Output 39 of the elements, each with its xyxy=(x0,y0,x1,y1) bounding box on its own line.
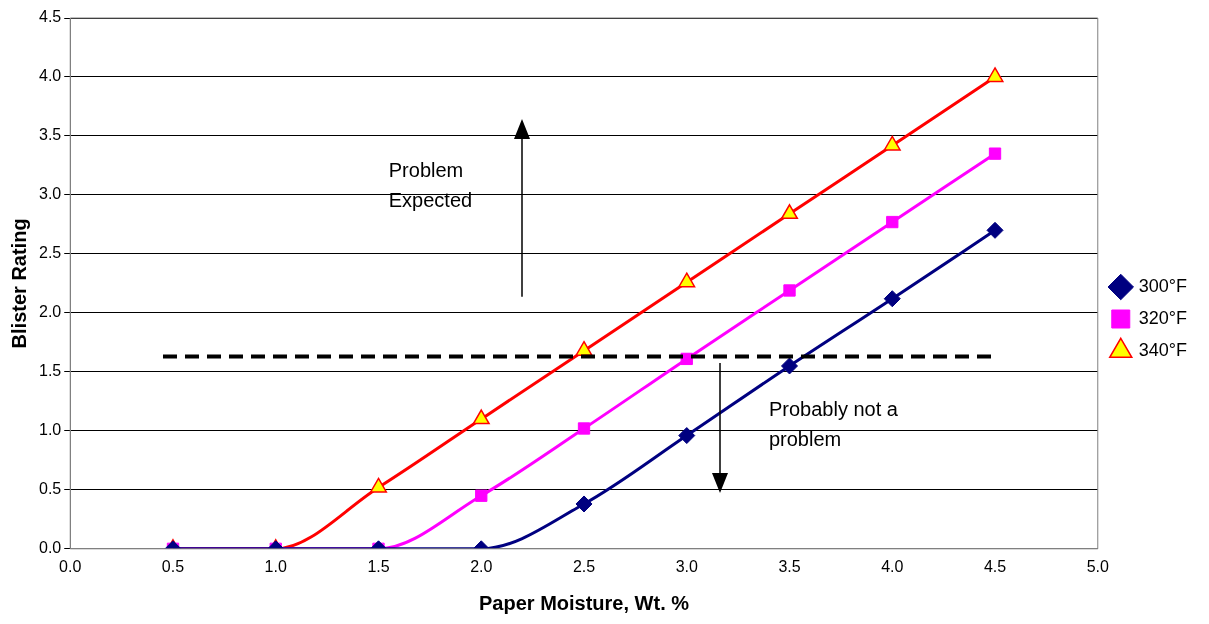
point xyxy=(781,357,799,375)
legend-label: 300°F xyxy=(1138,275,1188,296)
y-tick-label: 2.0 xyxy=(38,303,62,321)
point xyxy=(783,284,796,297)
x-tick-label: 4.5 xyxy=(983,557,1007,575)
legend-label: 340°F xyxy=(1138,339,1188,360)
x-tick-label: 1.0 xyxy=(264,557,287,575)
y-tick-label: 2.5 xyxy=(38,244,62,262)
point xyxy=(883,290,901,308)
x-tick-label: 0.5 xyxy=(161,557,185,575)
x-tick-label: 2.0 xyxy=(470,557,493,575)
x-tick-label: 3.5 xyxy=(778,557,801,575)
point xyxy=(472,409,490,425)
point xyxy=(575,340,593,356)
y-tick-label: 1.5 xyxy=(38,362,62,380)
y-tick-label: 3.5 xyxy=(38,126,62,144)
y-tick-label: 0.0 xyxy=(38,539,62,557)
y-tick-label: 1.0 xyxy=(38,421,62,439)
point xyxy=(986,221,1004,239)
y-tick-label: 3.0 xyxy=(38,185,62,203)
y-tick-label: 4.5 xyxy=(38,8,62,26)
point xyxy=(780,204,799,220)
point xyxy=(886,215,899,229)
point xyxy=(988,147,1002,160)
x-tick-label: 2.5 xyxy=(572,557,596,575)
x-tick-label: 5.0 xyxy=(1086,557,1109,575)
legend-label: 320°F xyxy=(1138,307,1188,328)
annotation: Problem Expected xyxy=(388,159,473,212)
point xyxy=(678,272,696,288)
y-tick-label: 4.0 xyxy=(38,67,62,85)
y-axis-title: Blister Rating xyxy=(7,218,30,349)
x-tick-label: 3.0 xyxy=(675,557,698,575)
x-tick-label: 4.0 xyxy=(881,557,904,575)
x-tick-label: 1.5 xyxy=(367,557,390,575)
point xyxy=(369,477,388,493)
x-axis-title: Paper Moisture, Wt. % xyxy=(478,591,690,614)
y-tick-label: 0.5 xyxy=(38,480,62,498)
annotation: Probably not a problem xyxy=(768,398,899,451)
x-tick-label: 0.0 xyxy=(59,557,82,575)
